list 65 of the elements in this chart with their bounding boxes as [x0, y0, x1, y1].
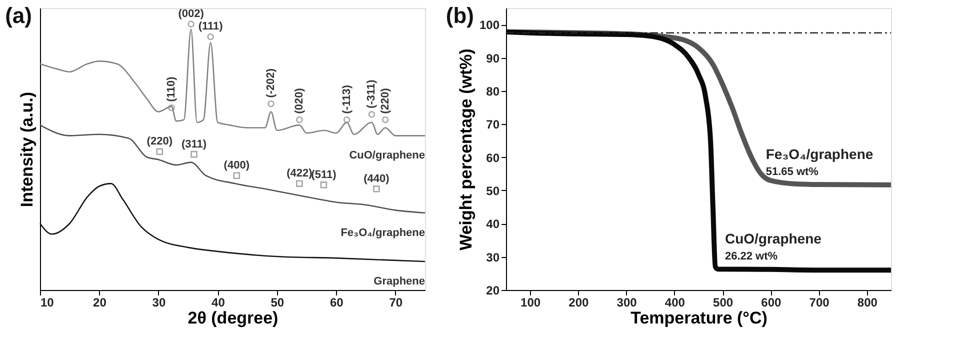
annotation: (-311) [366, 79, 378, 108]
x-tick-label: 60 [330, 296, 344, 310]
chart-title: (b) [446, 3, 474, 28]
y-axis-title: Weight percentage (wt%) [456, 48, 476, 250]
y-tick-label: 30 [486, 250, 500, 264]
annotation: (110) [165, 76, 178, 102]
y-tick-label: 80 [486, 84, 500, 98]
x-tick-label: 40 [212, 296, 226, 310]
y-tick-label: 50 [486, 184, 500, 198]
x-tick-label: 700 [809, 296, 830, 310]
x-tick-label: 800 [857, 296, 878, 310]
series-label: Fe₃O₄/graphene [766, 146, 874, 162]
x-tick-label: 10 [40, 296, 54, 310]
point [207, 33, 214, 40]
point [156, 148, 164, 156]
point [296, 116, 303, 124]
point [368, 111, 376, 118]
point [233, 172, 240, 179]
annotation: (400) [224, 160, 250, 172]
x-axis-title: Temperature (°C) [630, 308, 768, 328]
chart-title: (a) [5, 3, 32, 28]
annotation: (220) [379, 88, 392, 114]
point [343, 116, 350, 124]
x-tick-label: 300 [616, 296, 638, 310]
point [382, 116, 389, 124]
x-tick-label: 500 [713, 296, 734, 310]
x-tick-label: 30 [152, 296, 166, 310]
series-label: Fe₃O₄/graphene [340, 226, 425, 239]
point [296, 180, 303, 187]
x-tick-label: 50 [270, 296, 284, 310]
y-tick-label: 20 [486, 284, 500, 298]
series-label: CuO/graphene [724, 230, 822, 246]
annotation: (511) [311, 168, 337, 181]
x-tick-label: 400 [664, 296, 686, 310]
y-axis-title: Intensity (a.u.) [18, 92, 36, 208]
x-axis-title: 2θ (degree) [188, 308, 278, 328]
series-label: Graphene [374, 276, 425, 288]
y-tick-label: 90 [486, 51, 500, 66]
annotation: (111) [198, 20, 224, 33]
x-tick-label: 20 [93, 296, 107, 310]
x-tick-label: 100 [520, 296, 541, 310]
point [188, 20, 194, 28]
annotation: 51.65 wt% [766, 166, 819, 178]
x-tick-label: 200 [568, 296, 590, 310]
point [268, 100, 274, 108]
x-tick-label: 600 [761, 296, 782, 310]
y-tick-label: 100 [479, 18, 500, 32]
x-tick-label: 70 [389, 296, 403, 310]
annotation: (311) [181, 138, 207, 150]
annotation: (002) [178, 8, 204, 20]
annotation: (-113) [340, 84, 353, 114]
annotation: (440) [364, 172, 390, 185]
annotation: (422) [286, 168, 313, 180]
y-tick-label: 60 [486, 150, 500, 165]
point [168, 104, 175, 112]
annotation: (020) [293, 88, 306, 114]
point [190, 150, 198, 158]
y-tick-label: 70 [486, 118, 500, 132]
point [373, 186, 380, 192]
point [320, 182, 328, 188]
y-tick-label: 40 [486, 217, 500, 232]
annotation: (220) [146, 136, 173, 148]
series-label: CuO/graphene [349, 150, 425, 162]
annotation: 26.22 wt% [724, 250, 778, 262]
annotation: (-202) [265, 68, 277, 98]
